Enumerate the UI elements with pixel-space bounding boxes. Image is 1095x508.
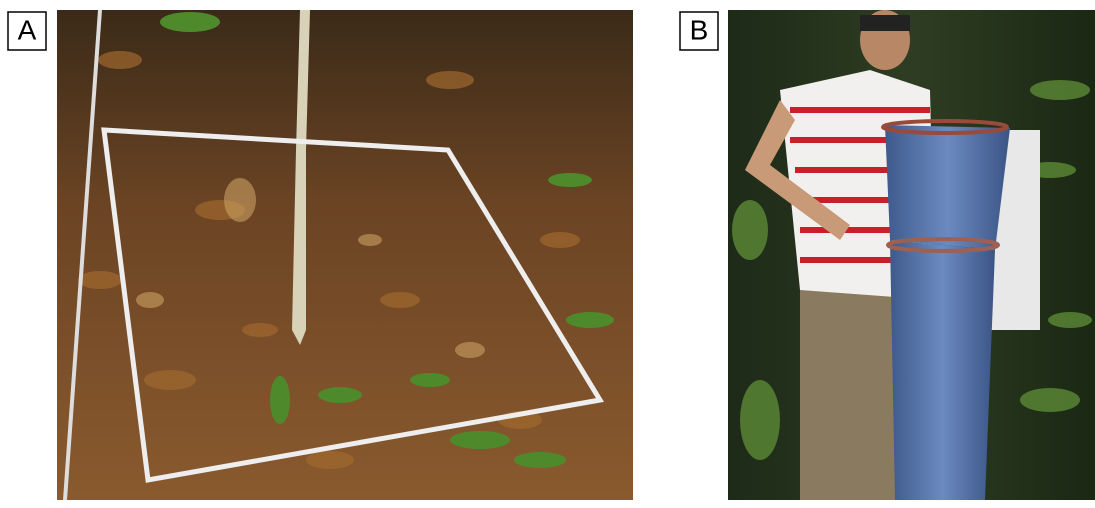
photo-a — [57, 10, 633, 500]
panel-label: A — [7, 11, 47, 51]
label-box — [7, 11, 47, 51]
panel-label: B — [679, 11, 719, 51]
photo-b — [728, 10, 1095, 500]
label-text: A — [18, 14, 37, 45]
label-text: B — [690, 14, 709, 45]
label-box — [679, 11, 719, 51]
